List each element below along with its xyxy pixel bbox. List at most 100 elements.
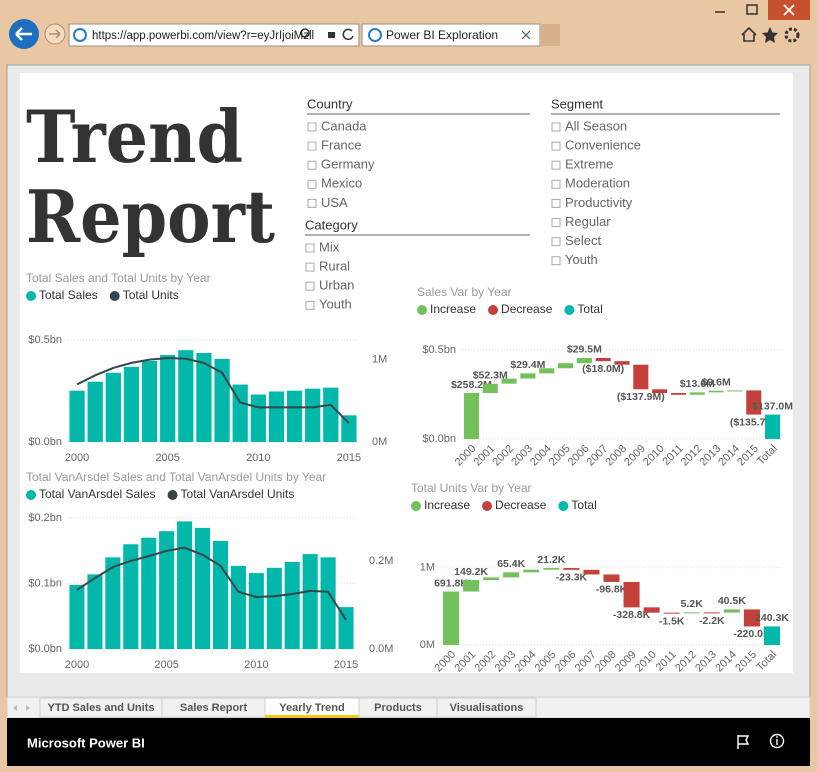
- info-icon[interactable]: [769, 733, 785, 749]
- slicer-checkbox[interactable]: [551, 122, 561, 132]
- data-label: 5.2K: [681, 598, 704, 610]
- waterfall-bar: [576, 357, 592, 364]
- maximize-button[interactable]: [736, 0, 768, 20]
- slicer-checkbox[interactable]: [305, 262, 315, 272]
- slicer-item[interactable]: Select: [565, 233, 602, 248]
- slicer-item[interactable]: USA: [321, 195, 348, 210]
- slicer-item[interactable]: Mexico: [321, 176, 362, 191]
- slicer-checkbox[interactable]: [307, 122, 317, 132]
- bar: [230, 565, 246, 649]
- y-tick-label: $0.5bn: [422, 344, 456, 356]
- slicer-item[interactable]: Rural: [319, 259, 350, 274]
- slicer-item[interactable]: Regular: [565, 214, 611, 229]
- legend-swatch: [167, 490, 178, 500]
- slicer-checkbox[interactable]: [551, 179, 561, 189]
- waterfall-bar: [501, 378, 517, 384]
- slicer-item[interactable]: All Season: [565, 118, 627, 133]
- slicer-checkbox[interactable]: [551, 237, 561, 247]
- page-tab-label[interactable]: Visualisations: [450, 702, 524, 714]
- bar: [177, 521, 193, 649]
- feedback-icon[interactable]: [737, 735, 750, 749]
- slicer-checkbox[interactable]: [551, 256, 561, 266]
- waterfall-bar: [765, 414, 781, 439]
- slicer-checkbox[interactable]: [305, 300, 315, 310]
- slicer-item[interactable]: Mix: [319, 239, 340, 254]
- slicer-item[interactable]: Urban: [319, 278, 354, 293]
- slicer-item[interactable]: France: [321, 138, 361, 153]
- page-tab[interactable]: [436, 697, 537, 718]
- slicer-item[interactable]: Youth: [565, 252, 598, 267]
- slicer-item[interactable]: Extreme: [565, 157, 613, 172]
- slicer-checkbox[interactable]: [307, 160, 317, 170]
- waterfall-bar: [614, 361, 630, 365]
- bar: [302, 554, 318, 649]
- slicer-checkbox[interactable]: [307, 198, 317, 208]
- slicer-item[interactable]: Germany: [321, 157, 375, 172]
- waterfall-bar: [583, 569, 600, 575]
- search-icon[interactable]: [300, 28, 310, 38]
- new-tab[interactable]: [540, 24, 560, 46]
- legend-label: Increase: [430, 302, 476, 316]
- window-controls: [704, 0, 810, 20]
- data-label: 65.4K: [497, 558, 525, 570]
- waterfall-bar: [689, 392, 705, 395]
- slicer-checkbox[interactable]: [551, 218, 561, 227]
- slicer-item[interactable]: Canada: [321, 118, 367, 133]
- legend-swatch: [558, 501, 569, 511]
- bar: [232, 384, 248, 442]
- y-tick-label: $0.2bn: [28, 512, 62, 524]
- address-bar[interactable]: [68, 23, 360, 47]
- slicer-checkbox[interactable]: [551, 198, 561, 208]
- y2-tick-label: 0M: [372, 436, 387, 448]
- bar: [248, 573, 264, 649]
- tab-close[interactable]: [521, 30, 531, 40]
- waterfall-bar: [727, 390, 743, 392]
- slicer-checkbox[interactable]: [307, 179, 317, 189]
- page-tab-label[interactable]: Products: [374, 702, 422, 714]
- bar: [178, 350, 194, 442]
- tab-scroll[interactable]: [13, 705, 30, 711]
- data-label: $258.2M: [451, 379, 492, 391]
- page-tab-label[interactable]: Sales Report: [180, 702, 248, 714]
- slicer-checkbox[interactable]: [551, 141, 561, 151]
- data-label: ($18.0M): [582, 363, 624, 375]
- bar: [214, 358, 230, 442]
- waterfall-bar: [652, 389, 668, 394]
- page-tab-label[interactable]: Yearly Trend: [279, 702, 344, 714]
- home-icon[interactable]: [741, 26, 757, 42]
- legend-swatch: [482, 501, 493, 511]
- data-label: $29.4M: [510, 359, 545, 371]
- slicer-item[interactable]: Youth: [319, 297, 352, 312]
- legend-swatch: [26, 490, 36, 500]
- data-label: 240.3K: [755, 612, 789, 624]
- minimize-button[interactable]: [704, 0, 736, 20]
- bar: [123, 366, 140, 442]
- settings-icon[interactable]: [784, 27, 800, 43]
- slicer-item[interactable]: Convenience: [565, 138, 641, 153]
- page-tab-label[interactable]: YTD Sales and Units: [48, 702, 155, 714]
- waterfall-bar: [663, 612, 680, 614]
- waterfall-bar: [623, 581, 640, 608]
- data-label: -1.5K: [659, 615, 685, 627]
- slicer-checkbox[interactable]: [551, 160, 561, 170]
- refresh-icon[interactable]: [342, 28, 354, 41]
- slicer-checkbox[interactable]: [305, 281, 315, 291]
- data-label: -2.2K: [699, 615, 725, 627]
- slicer-item[interactable]: Productivity: [565, 195, 633, 210]
- bar: [286, 390, 303, 442]
- legend-swatch: [26, 291, 36, 301]
- slicer-checkbox[interactable]: [307, 141, 317, 151]
- x-tick-label: 2000: [65, 452, 89, 464]
- favorites-icon[interactable]: [762, 27, 778, 43]
- waterfall-bar: [543, 568, 560, 570]
- legend-label: Total VanArsdel Sales: [39, 487, 156, 501]
- chart-title: Total Units Var by Year: [411, 481, 532, 495]
- slicer-checkbox[interactable]: [305, 243, 315, 253]
- waterfall-bar: [633, 364, 649, 390]
- y-tick-label: $0.5bn: [28, 334, 62, 346]
- maximize-icon: [746, 4, 758, 15]
- slicer-item[interactable]: Moderation: [565, 176, 630, 191]
- y2-tick-label: 1M: [372, 354, 387, 366]
- data-label: 21.2K: [537, 554, 565, 566]
